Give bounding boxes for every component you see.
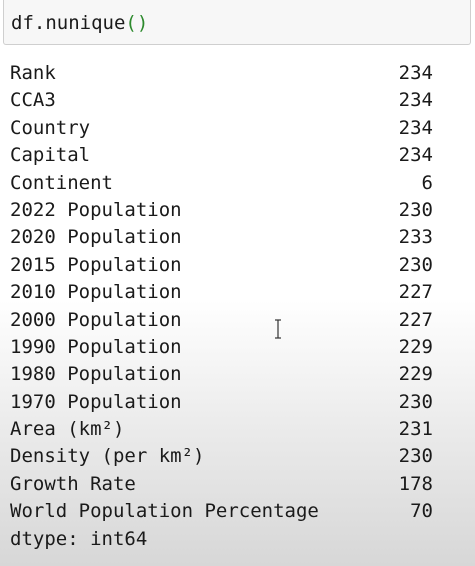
series-row: 1990 Population 229: [10, 334, 440, 361]
series-row: 2010 Population 227: [10, 279, 440, 306]
series-row: 2000 Population 227: [10, 307, 440, 334]
cell-output: Rank 234 CCA3 234 Country 234 Capital 234 Contin…: [10, 60, 440, 553]
series-row-label: 2020 Population: [10, 226, 182, 249]
series-row-label: Rank: [10, 62, 56, 84]
series-row-value: 230: [398, 253, 433, 276]
series-row-label: 1970 Population: [10, 390, 182, 413]
series-row-value: 70: [410, 500, 433, 523]
series-row: Area (km²) 231: [10, 416, 440, 443]
series-row-value: 227: [398, 308, 433, 331]
series-row-label: 1990 Population: [10, 335, 182, 358]
series-row-value: 234: [398, 144, 433, 167]
series-row: 2015 Population 230: [10, 252, 440, 279]
output-series: Rank 234 CCA3 234 Country 234 Capital 234 Contin…: [10, 60, 440, 526]
series-row: Density (per km²) 230: [10, 443, 440, 470]
series-row: Continent 6: [10, 170, 440, 197]
series-row-label: Capital: [10, 144, 91, 167]
code-parens: (): [125, 12, 149, 34]
series-row-label: CCA3: [10, 89, 56, 112]
series-row-value: 231: [398, 418, 433, 441]
series-row-label: 2000 Population: [10, 308, 182, 331]
series-row-value: 234: [398, 89, 433, 112]
series-row-value: 234: [398, 116, 433, 139]
series-row: 2022 Population 230: [10, 197, 440, 224]
series-row-label: Density (per km²): [10, 445, 205, 468]
series-row-label: Country: [10, 116, 91, 139]
series-row-value: 229: [398, 335, 433, 358]
series-row: 1980 Population 229: [10, 361, 440, 388]
series-row: Capital 234: [10, 142, 440, 169]
code-text: df.nunique: [11, 12, 126, 34]
series-row-label: 2022 Population: [10, 198, 182, 221]
series-row-value: 227: [398, 281, 433, 304]
series-row-value: 233: [398, 226, 433, 249]
series-row-value: 230: [398, 390, 433, 413]
series-row-value: 229: [398, 363, 433, 386]
series-row-value: 230: [398, 445, 433, 468]
series-row-label: 1980 Population: [10, 363, 182, 386]
text-cursor-icon: [275, 319, 281, 339]
series-row-value: 6: [421, 171, 433, 194]
series-row: Growth Rate 178: [10, 471, 440, 498]
series-row: World Population Percentage 70: [10, 498, 440, 525]
code-input-cell[interactable]: df.nunique(): [3, 0, 471, 45]
dtype-line: dtype: int64: [10, 527, 148, 550]
series-row: 2020 Population 233: [10, 224, 440, 251]
series-row-label: 2015 Population: [10, 253, 182, 276]
series-row-value: 230: [398, 198, 433, 221]
series-row: Country 234: [10, 115, 440, 142]
series-row-label: Area (km²): [10, 418, 125, 441]
series-row-label: World Population Percentage: [10, 500, 319, 523]
code-line[interactable]: df.nunique(): [11, 10, 148, 36]
series-row: CCA3 234: [10, 87, 440, 114]
series-row: Rank 234: [10, 60, 440, 87]
series-row-label: 2010 Population: [10, 281, 182, 304]
series-row-label: Continent: [10, 171, 113, 194]
series-row-label: Growth Rate: [10, 472, 136, 495]
series-row: 1970 Population 230: [10, 389, 440, 416]
series-row-value: 178: [398, 472, 433, 495]
series-row-value: 234: [398, 62, 433, 84]
